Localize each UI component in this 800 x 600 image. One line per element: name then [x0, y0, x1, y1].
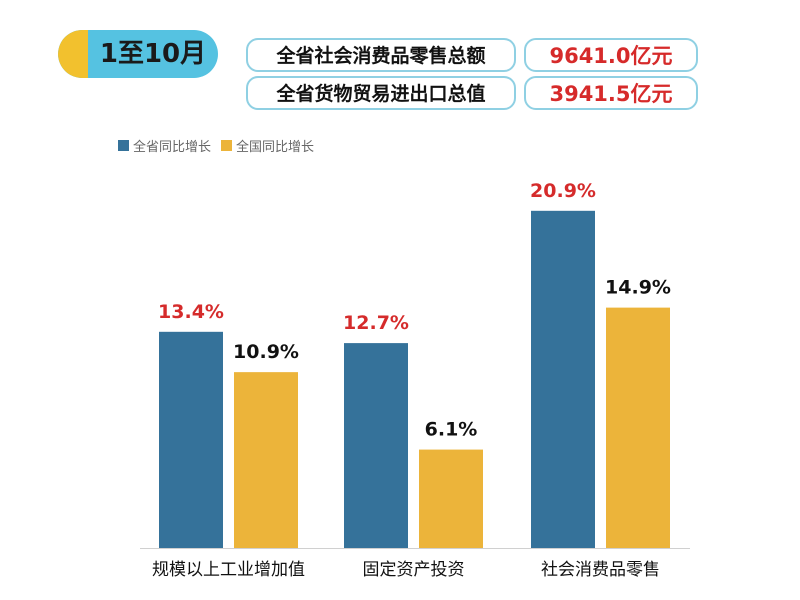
period-badge: 1至10月: [58, 30, 218, 78]
data-label-province-2: 20.9%: [530, 180, 596, 202]
legend-swatch-province: [118, 139, 129, 151]
data-label-province-0: 13.4%: [158, 301, 224, 323]
legend-item-province: 全省同比增长: [118, 136, 211, 155]
data-label-national-0: 10.9%: [233, 341, 299, 363]
period-title: 1至10月: [99, 39, 207, 69]
data-label-province-1: 12.7%: [343, 312, 409, 334]
bar-province-2: [531, 210, 595, 548]
legend-swatch-national: [221, 139, 233, 151]
stat-value-trade-total: 3941.5亿元: [524, 76, 698, 110]
category-label-0: 规模以上工业增加值: [152, 560, 305, 580]
legend-label-province: 全省同比增长: [133, 139, 212, 155]
data-label-national-2: 14.9%: [605, 277, 671, 299]
bar-province-1: [344, 343, 408, 548]
data-label-national-1: 6.1%: [425, 419, 478, 441]
bar-national-0: [234, 372, 298, 548]
legend-label-national: 全国同比增长: [236, 139, 315, 155]
bar-province-0: [159, 331, 223, 548]
bar-national-2: [606, 307, 670, 548]
stat-label-retail-total: 全省社会消费品零售总额: [246, 38, 516, 72]
chart-legend: 全省同比增长 全国同比增长: [118, 135, 324, 155]
category-label-2: 社会消费品零售: [541, 560, 660, 580]
stat-value-retail-total: 9641.0亿元: [524, 38, 698, 72]
stat-label-trade-total: 全省货物贸易进出口总值: [246, 76, 516, 110]
legend-item-national: 全国同比增长: [221, 136, 314, 155]
bar-national-1: [419, 449, 483, 548]
category-label-1: 固定资产投资: [363, 560, 465, 580]
